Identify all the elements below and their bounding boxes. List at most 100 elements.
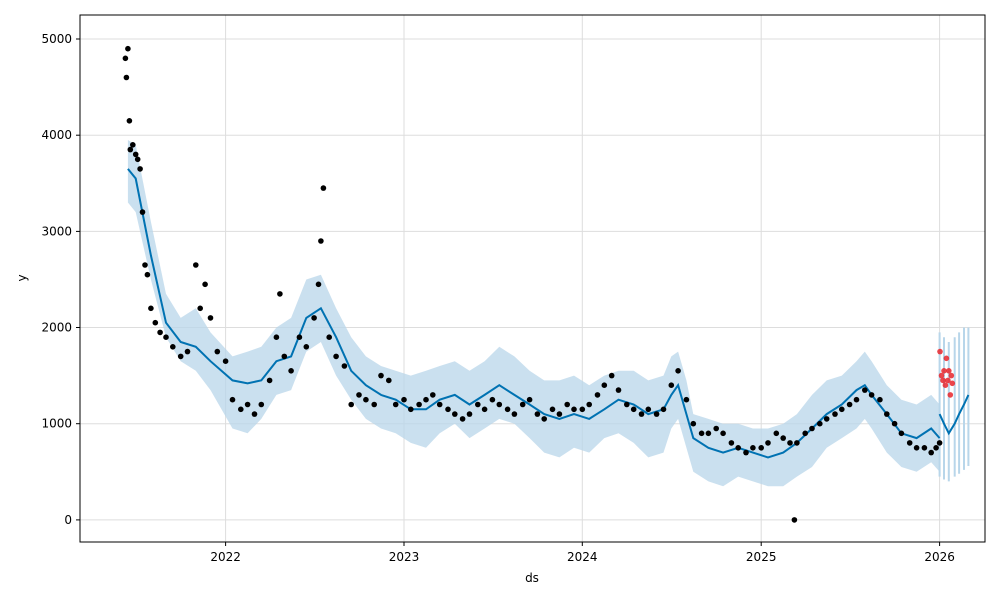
plot-background <box>80 15 985 542</box>
observed-point <box>311 315 317 321</box>
observed-point <box>526 396 533 403</box>
observed-point <box>197 305 203 312</box>
observed-point <box>475 401 481 408</box>
observed-point <box>222 358 229 365</box>
observed-point <box>720 430 726 437</box>
observed-point <box>765 440 771 446</box>
observed-point <box>303 344 310 350</box>
observed-point <box>489 396 496 403</box>
observed-point <box>281 353 288 360</box>
observed-point <box>809 425 815 432</box>
observed-point <box>170 344 176 350</box>
observed-point <box>728 440 735 446</box>
observed-point <box>130 142 136 148</box>
observed-point <box>653 411 660 417</box>
observed-point <box>750 445 756 451</box>
observed-point <box>251 411 258 417</box>
observed-point <box>122 55 129 62</box>
highlighted-point <box>942 382 949 389</box>
observed-point <box>791 517 798 523</box>
observed-point <box>541 416 547 422</box>
observed-point <box>698 430 705 437</box>
observed-point <box>277 291 283 297</box>
observed-point <box>645 406 652 413</box>
observed-point <box>371 401 378 408</box>
observed-point <box>594 392 601 398</box>
highlighted-point <box>946 368 952 374</box>
observed-point <box>481 406 488 413</box>
observed-point <box>139 209 146 215</box>
observed-point <box>401 396 407 403</box>
observed-point <box>683 396 690 403</box>
observed-point <box>794 440 800 446</box>
observed-point <box>378 372 384 379</box>
x-tick-label: 2025 <box>746 550 777 564</box>
observed-point <box>333 353 339 360</box>
observed-point <box>202 281 208 288</box>
observed-point <box>423 396 429 403</box>
highlighted-point <box>947 392 954 398</box>
observed-point <box>288 368 294 374</box>
observed-point <box>758 445 764 451</box>
observed-point <box>125 45 131 52</box>
observed-point <box>839 406 845 413</box>
observed-point <box>868 392 875 398</box>
observed-point <box>348 401 355 408</box>
observed-point <box>142 262 148 268</box>
observed-point <box>459 416 466 422</box>
highlighted-point <box>938 372 945 379</box>
observed-point <box>436 401 443 408</box>
observed-point <box>823 416 830 422</box>
observed-point <box>126 118 133 124</box>
observed-point <box>556 411 563 417</box>
forecast-line <box>938 394 970 436</box>
observed-point <box>127 146 134 153</box>
observed-point <box>660 406 667 413</box>
observed-points <box>122 45 943 523</box>
highlighted-point <box>943 355 950 362</box>
x-tick-label: 2023 <box>389 550 420 564</box>
observed-point <box>452 411 458 417</box>
trend-path <box>127 168 941 459</box>
observed-point <box>134 156 141 163</box>
observed-point <box>608 372 615 379</box>
observed-point <box>877 396 883 403</box>
observed-point <box>430 392 436 398</box>
forecast-range <box>938 327 970 482</box>
observed-point <box>184 348 191 355</box>
observed-point <box>817 420 823 427</box>
highlighted-point <box>948 372 955 379</box>
observed-point <box>132 151 139 158</box>
observed-point <box>690 420 697 427</box>
observed-point <box>326 334 333 341</box>
observed-point <box>318 238 324 244</box>
observed-point <box>519 401 526 408</box>
observed-point <box>258 401 265 408</box>
observed-point <box>137 166 143 172</box>
observed-point <box>601 382 608 389</box>
uncertainty-band-area <box>127 140 940 487</box>
observed-point <box>148 305 154 312</box>
observed-point <box>743 449 749 456</box>
observed-point <box>630 406 637 413</box>
observed-point <box>445 406 451 413</box>
observed-point <box>207 315 214 321</box>
observed-point <box>157 329 163 336</box>
observed-point <box>705 430 712 437</box>
observed-point <box>933 445 939 451</box>
observed-point <box>624 401 630 408</box>
observed-point <box>780 435 786 441</box>
y-tick-label: 3000 <box>41 224 72 238</box>
trend-line <box>127 168 941 459</box>
observed-point <box>341 363 348 369</box>
y-tick-label: 4000 <box>41 128 72 142</box>
y-tick-label: 5000 <box>41 32 72 46</box>
observed-point <box>244 401 251 408</box>
observed-point <box>571 406 577 413</box>
observed-point <box>144 271 151 278</box>
observed-point <box>549 406 556 413</box>
observed-point <box>386 377 392 384</box>
observed-point <box>853 396 860 403</box>
observed-point <box>356 392 362 398</box>
observed-point <box>193 262 199 268</box>
